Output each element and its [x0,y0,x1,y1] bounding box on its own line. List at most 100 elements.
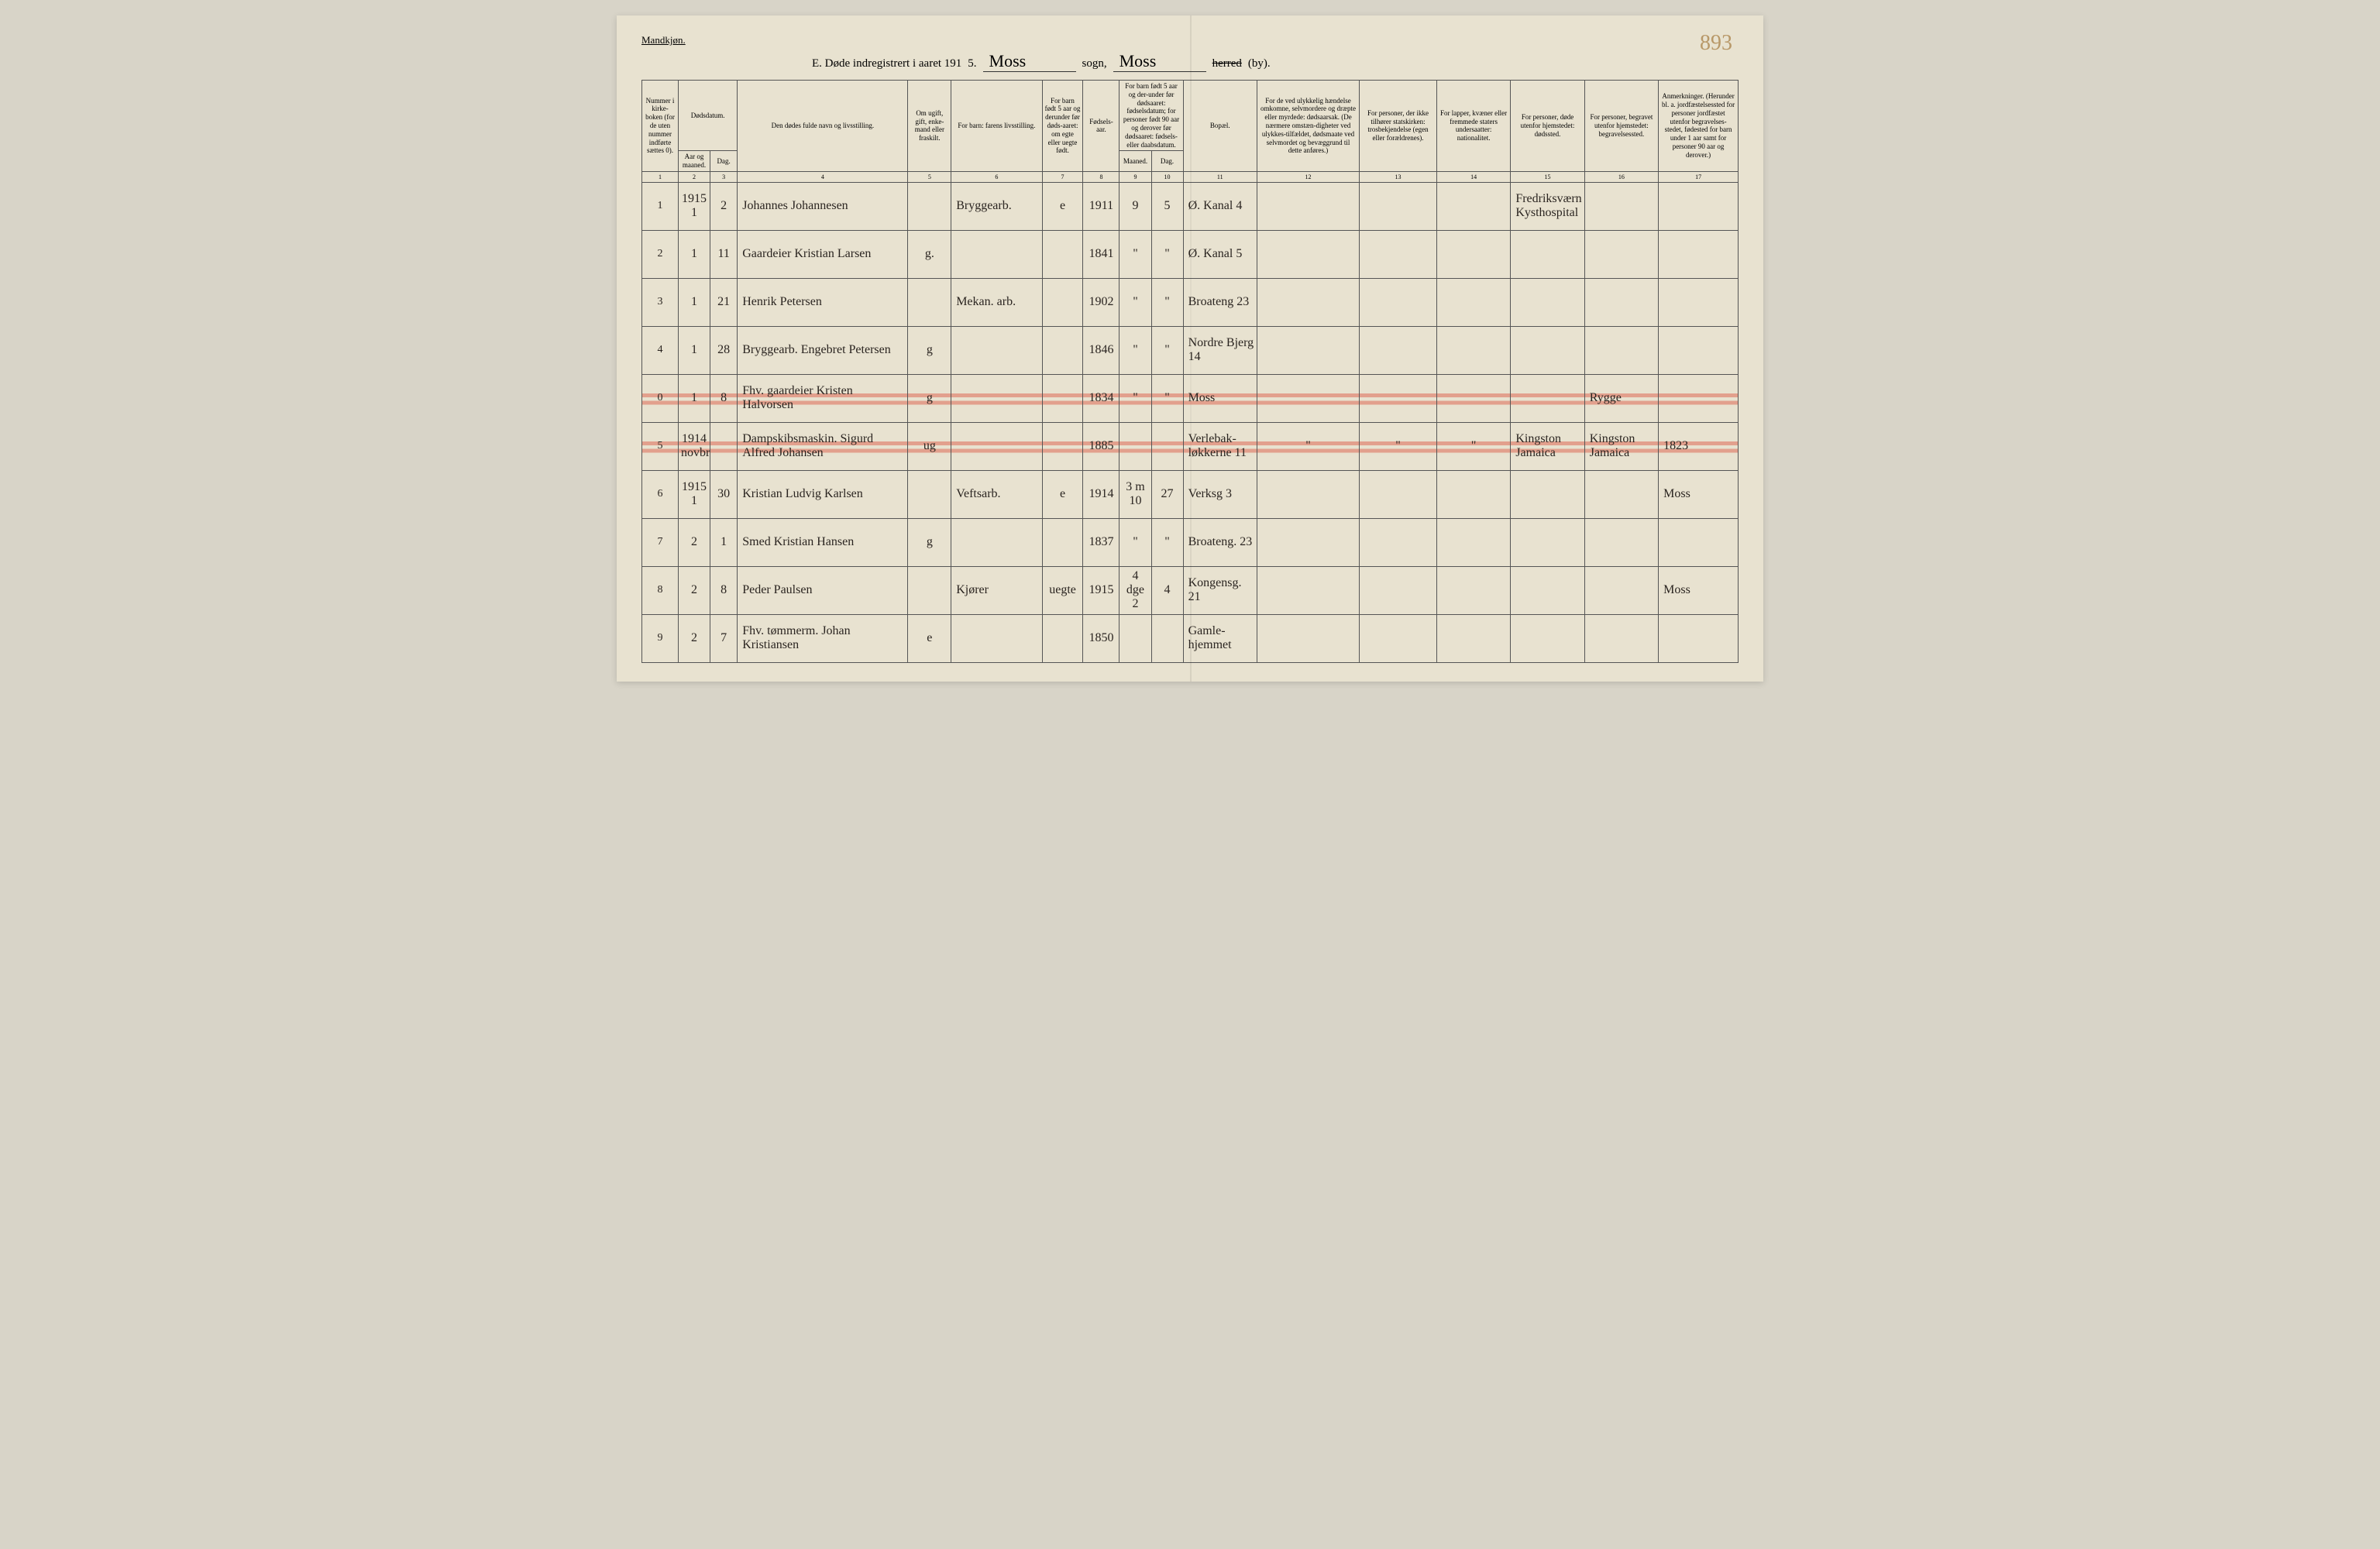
sogn-label: sogn, [1082,57,1107,70]
cell-day: 11 [710,230,738,278]
cell-marital: ug [908,422,951,470]
colnum: 17 [1659,171,1739,182]
cell-col17: 1823 [1659,422,1739,470]
cell-father [951,614,1042,662]
page-number: 893 [1700,31,1732,56]
cell-m: " [1119,374,1151,422]
colnum: 4 [738,171,908,182]
cell-day: 8 [710,566,738,614]
cell-birth: 1915 [1083,566,1119,614]
cell-legit [1042,614,1083,662]
colnum: 11 [1183,171,1257,182]
cell-m: " [1119,518,1151,566]
cell-birth: 1885 [1083,422,1119,470]
cell-marital [908,470,951,518]
table-row: 2111Gaardeier Kristian Larseng.1841""Ø. … [642,230,1739,278]
cell-col16 [1584,230,1658,278]
hdr-6: For barn: farens livsstilling. [951,81,1042,172]
cell-day: 1 [710,518,738,566]
cell-marital [908,182,951,230]
cell-m [1119,422,1151,470]
cell-day: 7 [710,614,738,662]
sogn-value: Moss [983,51,1076,72]
cell-col12 [1257,518,1359,566]
cell-num: 4 [642,326,679,374]
colnum: 3 [710,171,738,182]
table-row: 3121Henrik PetersenMekan. arb.1902""Broa… [642,278,1739,326]
cell-col15 [1511,278,1584,326]
colnum: 5 [908,171,951,182]
cell-col15 [1511,374,1584,422]
cell-birth: 1914 [1083,470,1119,518]
cell-col16 [1584,566,1658,614]
cell-m: 4 dge 2 [1119,566,1151,614]
cell-col15 [1511,326,1584,374]
cell-year: 2 [678,614,710,662]
cell-col13 [1360,230,1437,278]
cell-col16 [1584,326,1658,374]
cell-col13 [1360,566,1437,614]
cell-birth: 1850 [1083,614,1119,662]
table-row: 927Fhv. tømmerm. Johan Kristiansene1850G… [642,614,1739,662]
cell-col12 [1257,614,1359,662]
cell-residence: Gamle-hjemmet [1183,614,1257,662]
title-prefix: E. Døde indregistrert i aaret 191 [812,57,961,70]
cell-day: 28 [710,326,738,374]
cell-num: 5 [642,422,679,470]
table-row: 018Fhv. gaardeier Kristen Halvorseng1834… [642,374,1739,422]
cell-col14 [1436,470,1510,518]
cell-m: " [1119,326,1151,374]
herred-value: Moss [1113,51,1206,72]
cell-marital: g [908,326,951,374]
hdr-15: For personer, døde utenfor hjemstedet: d… [1511,81,1584,172]
hdr-3: Dag. [710,151,738,172]
cell-name: Fhv. tømmerm. Johan Kristiansen [738,614,908,662]
cell-year: 1915 1 [678,182,710,230]
cell-year: 1915 1 [678,470,710,518]
death-register-table: Nummer i kirke-boken (for de uten nummer… [641,80,1739,663]
hdr-2-3-top: Dødsdatum. [678,81,737,151]
cell-col14 [1436,182,1510,230]
hdr-5: Om ugift, gift, enke-mand eller fraskilt… [908,81,951,172]
cell-birth: 1911 [1083,182,1119,230]
hdr-13: For personer, der ikke tilhører statskir… [1360,81,1437,172]
hdr-7: For barn født 5 aar og derunder før døds… [1042,81,1083,172]
hdr-12: For de ved ulykkelig hændelse omkomne, s… [1257,81,1359,172]
cell-marital: g [908,374,951,422]
cell-residence: Kongensg. 21 [1183,566,1257,614]
cell-col17 [1659,278,1739,326]
cell-col13 [1360,326,1437,374]
hdr-4: Den dødes fulde navn og livsstilling. [738,81,908,172]
cell-col14 [1436,230,1510,278]
cell-m: 3 m 10 [1119,470,1151,518]
cell-year: 1914 novbr [678,422,710,470]
cell-day: 2 [710,182,738,230]
colnum: 1 [642,171,679,182]
cell-marital: g. [908,230,951,278]
herred-strike: herred [1212,57,1242,70]
cell-col12 [1257,326,1359,374]
colnum: 6 [951,171,1042,182]
table-body: 11915 12Johannes JohannesenBryggearb.e19… [642,182,1739,662]
cell-col17 [1659,182,1739,230]
cell-num: 6 [642,470,679,518]
cell-marital [908,566,951,614]
hdr-1: Nummer i kirke-boken (for de uten nummer… [642,81,679,172]
hdr-2: Aar og maaned. [678,151,710,172]
cell-m: " [1119,278,1151,326]
cell-col15 [1511,470,1584,518]
cell-col15 [1511,518,1584,566]
cell-d: " [1151,374,1183,422]
register-page: Mandkjøn. 893 E. Døde indregistrert i aa… [617,15,1763,682]
table-header: Nummer i kirke-boken (for de uten nummer… [642,81,1739,183]
cell-year: 2 [678,566,710,614]
cell-name: Gaardeier Kristian Larsen [738,230,908,278]
cell-col13 [1360,182,1437,230]
cell-legit: e [1042,470,1083,518]
cell-col17 [1659,230,1739,278]
cell-d: " [1151,230,1183,278]
cell-father [951,230,1042,278]
colnum: 13 [1360,171,1437,182]
cell-legit: e [1042,182,1083,230]
cell-father [951,374,1042,422]
